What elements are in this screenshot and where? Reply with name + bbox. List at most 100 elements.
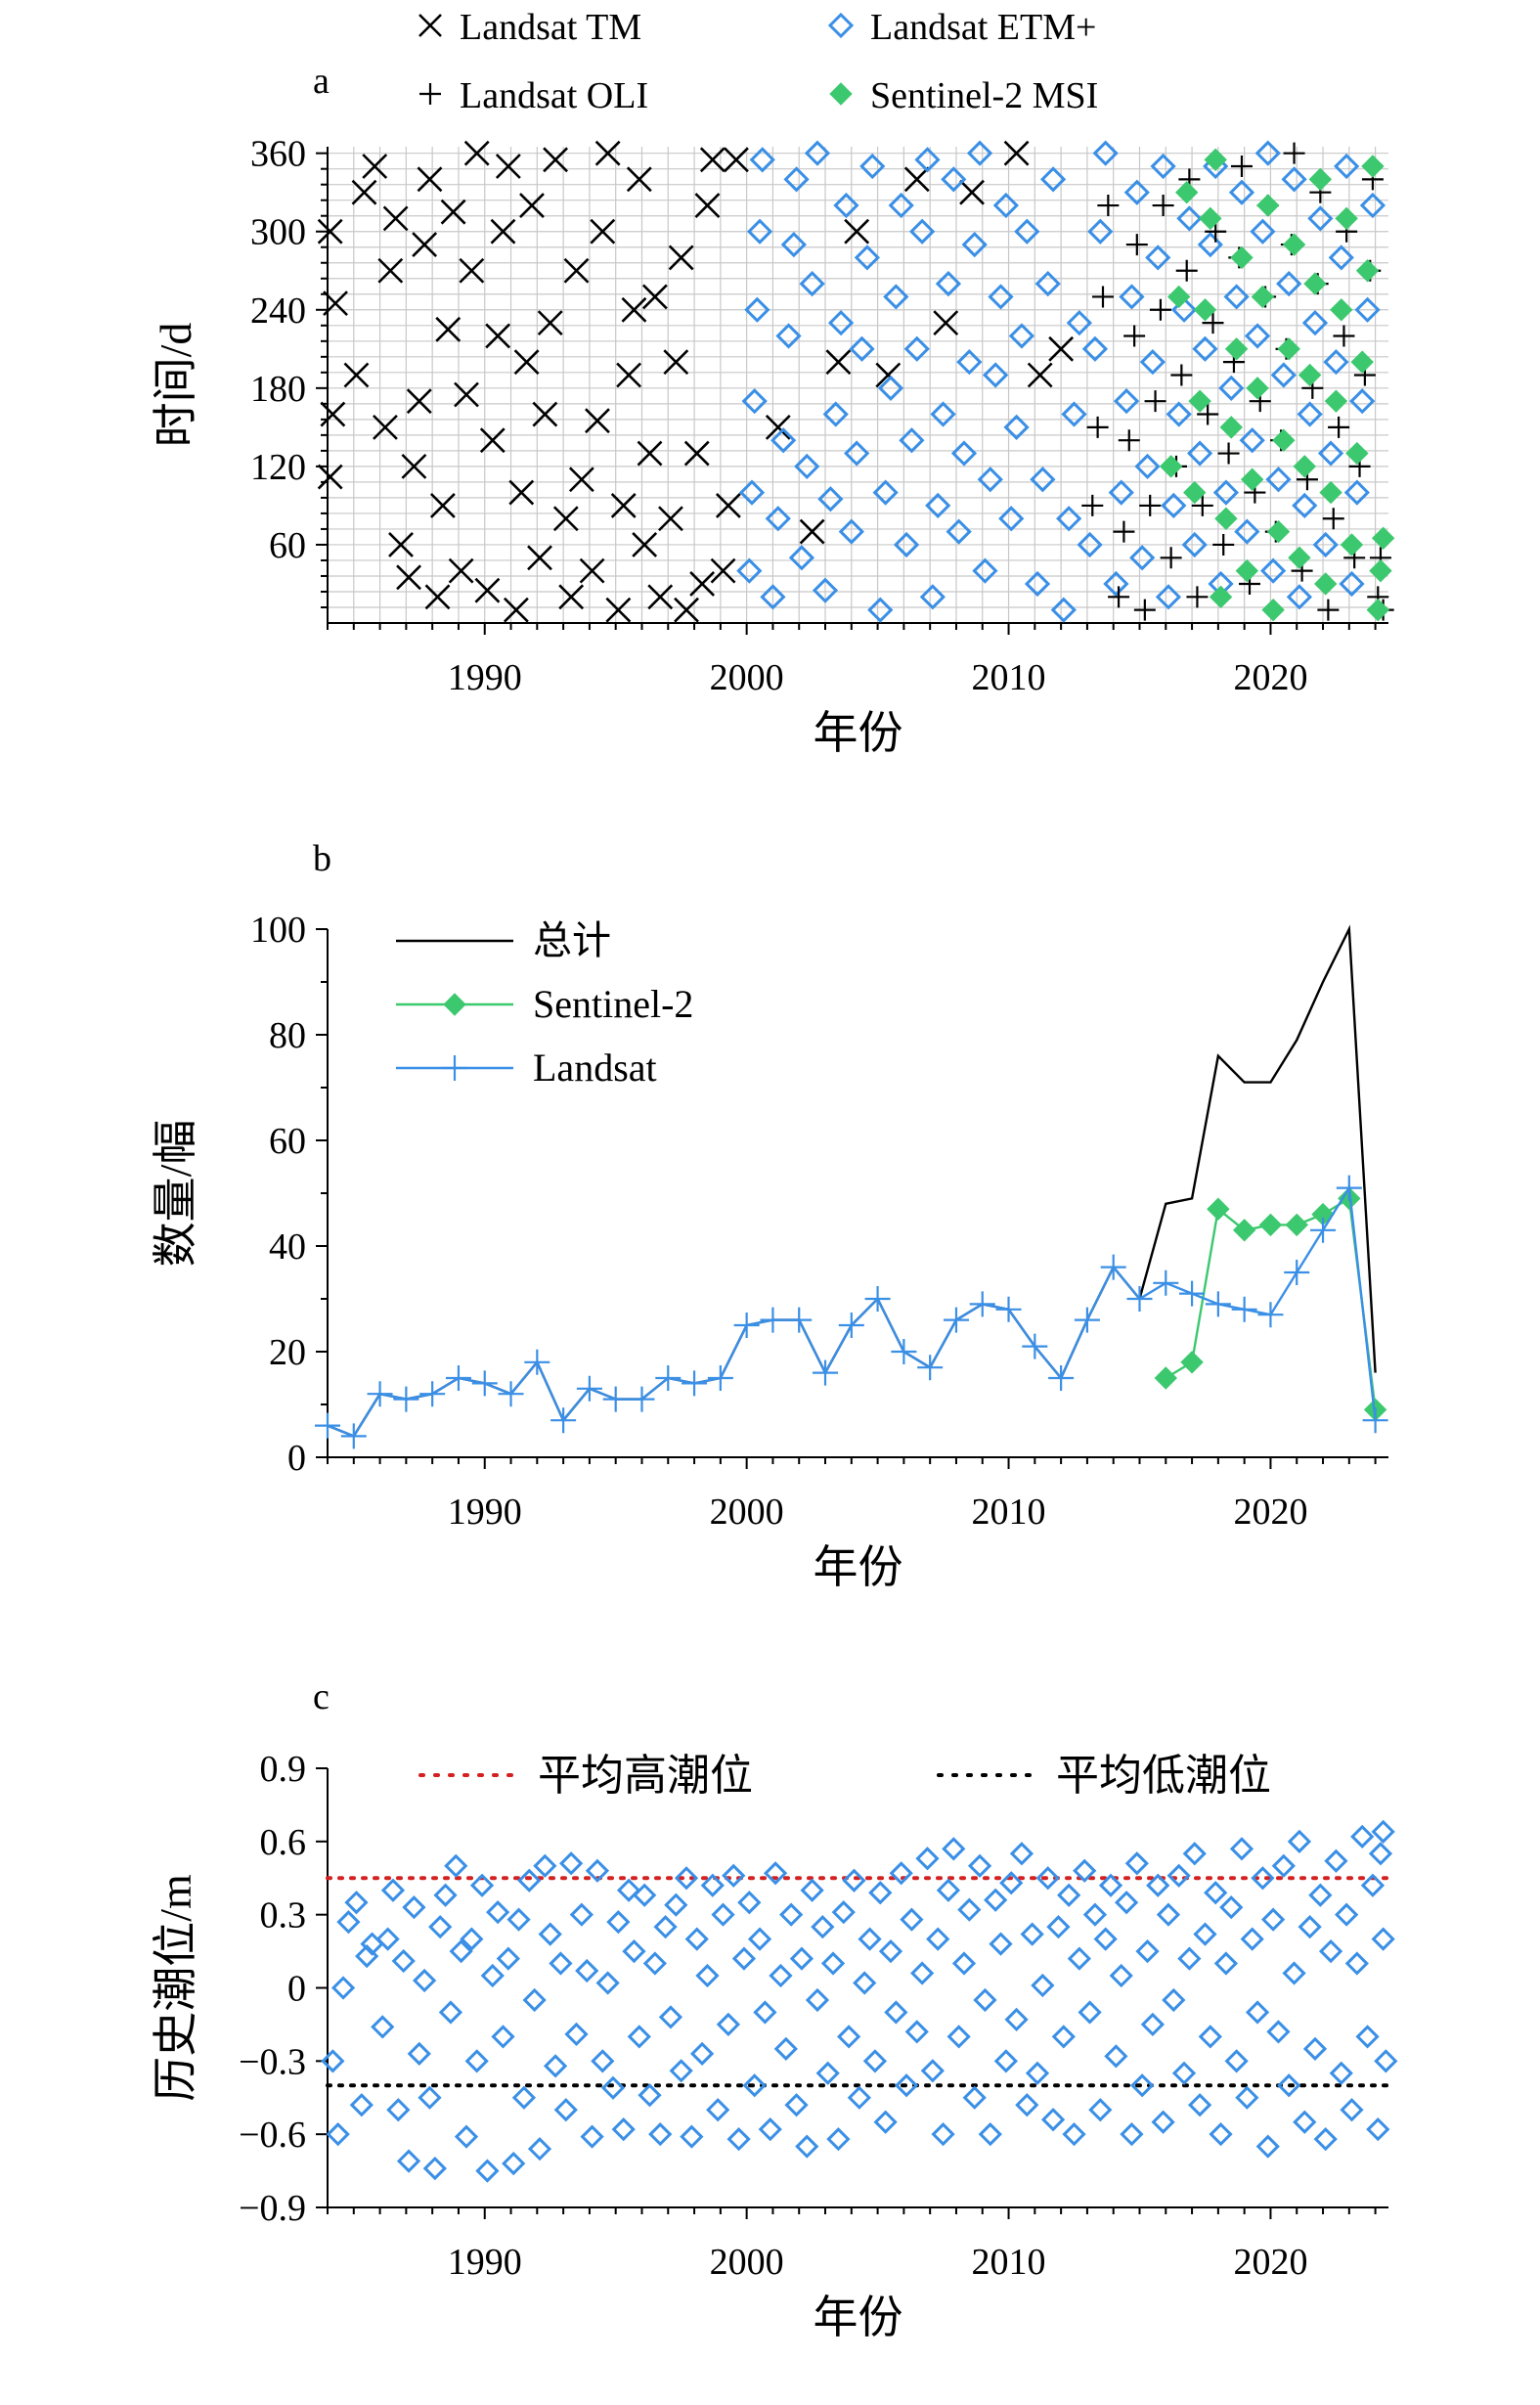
y-tick-label: −0.3 bbox=[239, 2041, 306, 2082]
data-point bbox=[995, 1296, 1022, 1322]
legend-label: 总计 bbox=[533, 918, 611, 962]
data-point bbox=[1199, 206, 1222, 231]
data-point bbox=[1297, 401, 1323, 427]
data-point bbox=[1244, 323, 1271, 349]
data-point bbox=[813, 1359, 839, 1386]
y-tick-label: 0.6 bbox=[260, 1822, 307, 1863]
data-point bbox=[1298, 363, 1322, 387]
data-point bbox=[966, 140, 993, 166]
data-point bbox=[580, 2124, 604, 2149]
data-point bbox=[1282, 1961, 1306, 1985]
data-point bbox=[1288, 546, 1311, 569]
data-point bbox=[1204, 1881, 1228, 1905]
data-point bbox=[1366, 2117, 1390, 2142]
data-point bbox=[563, 257, 590, 284]
data-point bbox=[1048, 1365, 1075, 1391]
data-point bbox=[402, 1895, 426, 1920]
data-point bbox=[1228, 179, 1255, 205]
data-point bbox=[1239, 427, 1265, 454]
data-point bbox=[1209, 585, 1233, 609]
x-tick-label: 1990 bbox=[448, 657, 522, 698]
data-point bbox=[349, 2093, 374, 2117]
data-point bbox=[669, 2059, 693, 2083]
data-point bbox=[377, 257, 404, 284]
data-point bbox=[344, 1891, 369, 1915]
data-point bbox=[888, 192, 914, 219]
data-point bbox=[903, 335, 930, 362]
data-point bbox=[1255, 2134, 1280, 2159]
data-point bbox=[1008, 323, 1035, 349]
data-point bbox=[1020, 1922, 1044, 1946]
data-point bbox=[611, 2117, 636, 2142]
data-point bbox=[919, 584, 946, 610]
data-point bbox=[894, 2073, 919, 2098]
data-point bbox=[1120, 2122, 1144, 2147]
data-point bbox=[575, 1958, 599, 1983]
data-point bbox=[883, 284, 909, 310]
data-point bbox=[1219, 1895, 1244, 1920]
data-point bbox=[495, 154, 521, 179]
data-point bbox=[950, 440, 978, 467]
data-point bbox=[1283, 142, 1305, 164]
data-point bbox=[1098, 1873, 1123, 1897]
data-point bbox=[858, 1927, 882, 1951]
legend-label: 平均高潮位 bbox=[538, 1752, 753, 1800]
data-point bbox=[1359, 192, 1386, 219]
data-point bbox=[1240, 468, 1264, 491]
data-point bbox=[524, 1349, 550, 1375]
data-point bbox=[1104, 2044, 1128, 2069]
data-point bbox=[537, 310, 563, 336]
data-point bbox=[710, 557, 736, 584]
data-point bbox=[576, 1375, 602, 1402]
data-point bbox=[610, 492, 637, 518]
data-point bbox=[1303, 272, 1327, 295]
data-point bbox=[424, 584, 451, 610]
data-point bbox=[769, 1963, 793, 1988]
data-point bbox=[1034, 270, 1061, 297]
data-point bbox=[1287, 1829, 1312, 1853]
data-point bbox=[942, 1837, 966, 1861]
data-point bbox=[1040, 2108, 1066, 2132]
data-point bbox=[1175, 259, 1198, 282]
data-point bbox=[1360, 1873, 1386, 1897]
data-point bbox=[1310, 1217, 1337, 1243]
data-point bbox=[999, 1871, 1024, 1895]
data-point bbox=[1293, 455, 1316, 478]
data-point bbox=[506, 1907, 531, 1932]
data-point bbox=[1027, 362, 1053, 388]
data-point bbox=[445, 1365, 471, 1391]
data-point bbox=[715, 492, 741, 518]
data-point bbox=[1197, 403, 1219, 425]
data-point bbox=[1171, 2061, 1197, 2085]
data-point bbox=[668, 245, 694, 271]
data-point bbox=[1240, 1927, 1264, 1951]
x-tick-label: 2010 bbox=[972, 1492, 1046, 1533]
data-point bbox=[817, 486, 844, 512]
data-point bbox=[616, 362, 642, 388]
data-point bbox=[1056, 506, 1082, 532]
data-point bbox=[553, 2098, 578, 2122]
data-point bbox=[658, 506, 683, 532]
x-tick-label: 1990 bbox=[448, 1492, 522, 1533]
data-point bbox=[977, 467, 1003, 493]
data-point bbox=[340, 1423, 367, 1449]
data-point bbox=[826, 2127, 851, 2152]
data-point bbox=[1145, 245, 1171, 271]
data-point bbox=[760, 1307, 786, 1333]
data-point bbox=[600, 2075, 626, 2100]
data-point bbox=[1133, 599, 1156, 621]
data-point bbox=[1198, 2025, 1222, 2049]
data-point bbox=[1313, 572, 1338, 596]
legend-label: Sentinel-2 MSI bbox=[870, 75, 1098, 116]
data-point bbox=[820, 1951, 846, 1976]
data-point bbox=[1350, 1824, 1375, 1848]
data-point bbox=[853, 1971, 877, 1995]
data-point bbox=[959, 179, 985, 205]
data-point bbox=[664, 1893, 688, 1917]
data-point bbox=[1193, 1922, 1217, 1946]
data-point bbox=[878, 1938, 903, 1964]
data-point bbox=[1134, 453, 1161, 480]
y-tick-label: 0 bbox=[287, 1438, 306, 1479]
data-point bbox=[722, 1863, 746, 1888]
data-point bbox=[988, 284, 1014, 310]
